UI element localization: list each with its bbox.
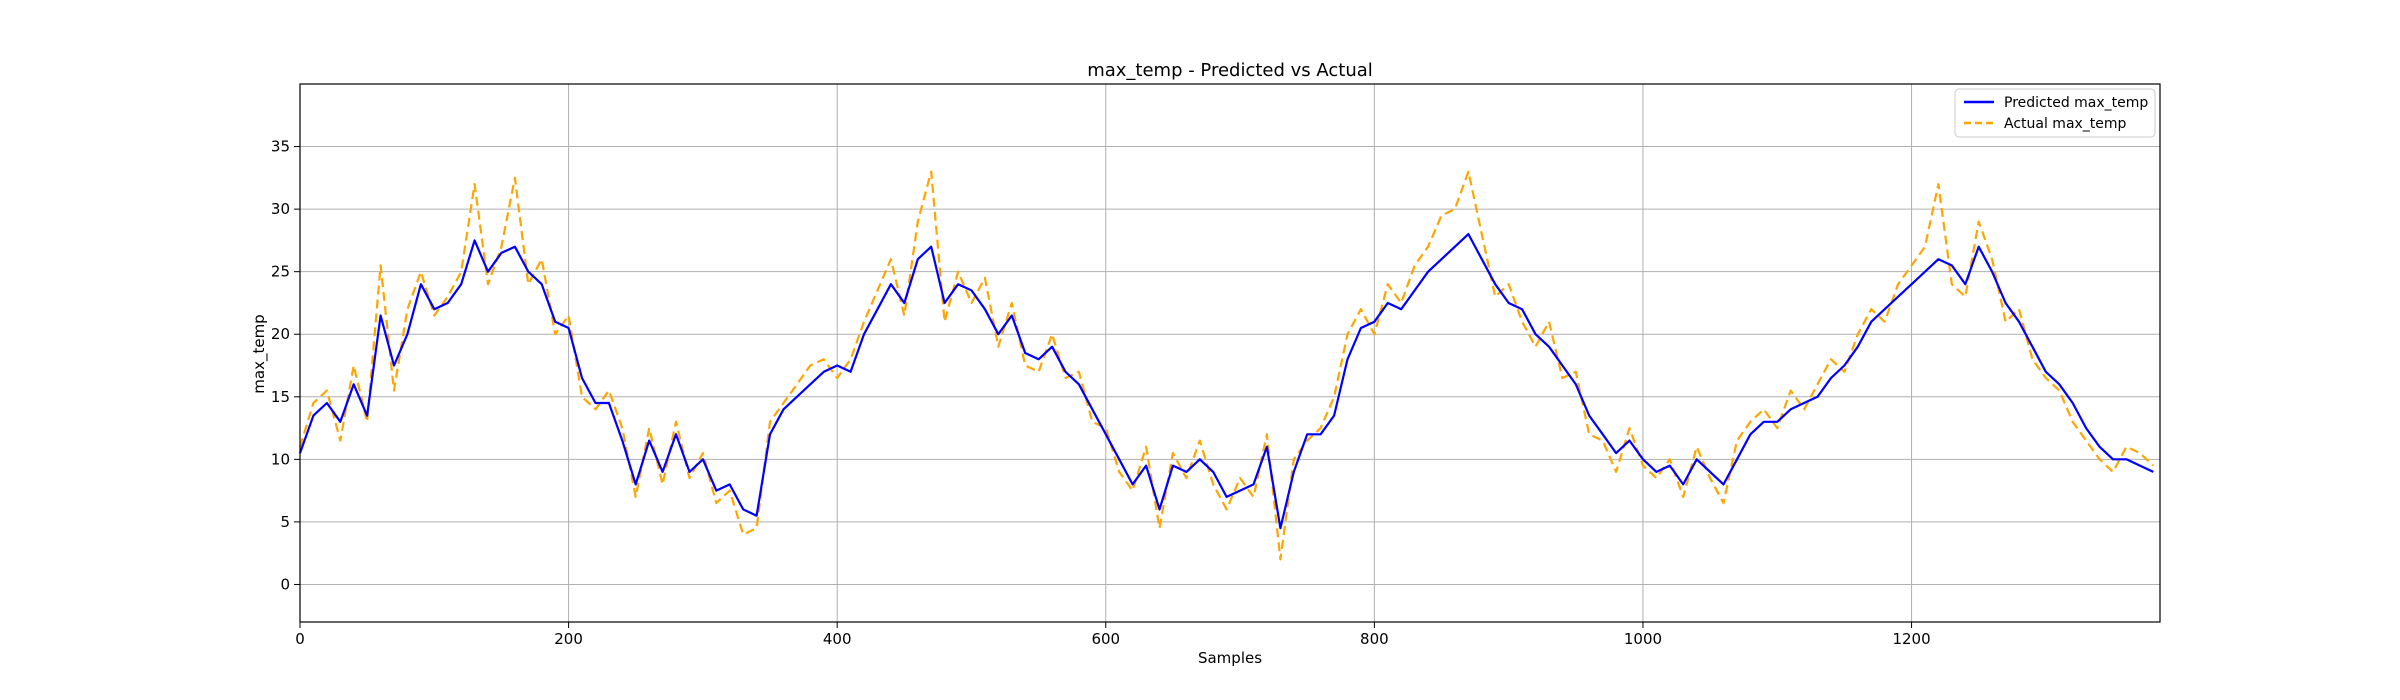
- legend-label-predicted: Predicted max_temp: [2004, 95, 2148, 111]
- x-tick-label: 400: [823, 630, 852, 648]
- y-tick-label: 5: [280, 513, 290, 531]
- y-tick-label: 20: [271, 325, 290, 343]
- legend-label-actual: Actual max_temp: [2004, 116, 2127, 132]
- y-tick-label: 10: [271, 450, 290, 468]
- x-tick-label: 1200: [1892, 630, 1930, 648]
- x-tick-label: 0: [295, 630, 305, 648]
- chart-title: max_temp - Predicted vs Actual: [1087, 60, 1373, 81]
- tick-layer: 0 200 400 600 800 1000 1200 0 5 10 15 20 25 30 35: [271, 138, 1931, 648]
- x-tick-label: 200: [554, 630, 583, 648]
- x-axis-label: Samples: [1198, 649, 1262, 667]
- series-line-predicted: [298, 233, 2154, 530]
- y-axis-label: max_temp: [250, 314, 269, 393]
- y-tick-label: 30: [271, 200, 290, 218]
- series-layer: [298, 170, 2155, 561]
- grid-layer: [299, 84, 2160, 622]
- x-tick-label: 800: [1360, 630, 1389, 648]
- x-tick-label: 600: [1091, 630, 1120, 648]
- y-tick-label: 25: [271, 263, 290, 281]
- y-tick-label: 35: [271, 138, 290, 156]
- legend: Predicted max_temp Actual max_temp: [1954, 88, 2156, 138]
- plot-frame: [299, 83, 2161, 623]
- series-line-actual: [298, 170, 2155, 561]
- x-tick-label: 1000: [1624, 630, 1662, 648]
- y-tick-label: 0: [280, 575, 290, 593]
- y-tick-label: 15: [271, 388, 290, 406]
- legend-box: [1954, 88, 2156, 138]
